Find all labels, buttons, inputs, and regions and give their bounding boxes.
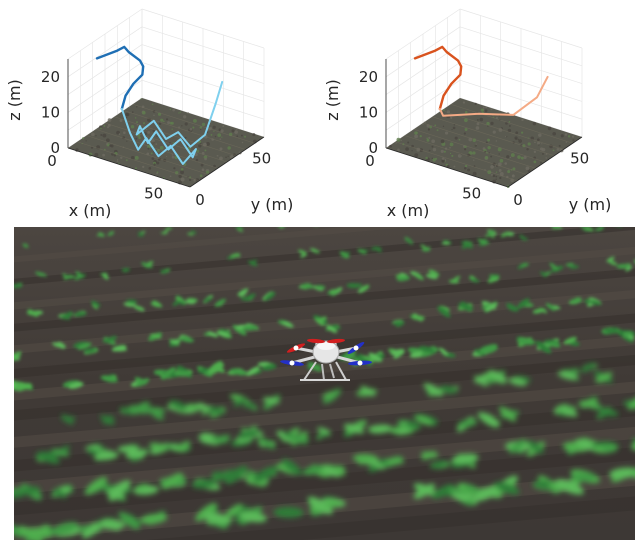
z-tick-label: 10 (41, 103, 60, 121)
ground-texture (389, 101, 575, 188)
trajectory-series-1 (413, 45, 463, 111)
z-tick-label: 0 (368, 139, 378, 157)
crop-rows-far (14, 227, 635, 392)
x-tick-label: 50 (462, 185, 481, 203)
plot-svg-1: 0 10 20 0 50 0 50 z (m) x (m) y (m) (5, 8, 294, 220)
z-axis-label: z (m) (323, 79, 342, 121)
z-tick-label: 0 (50, 139, 60, 157)
trajectory-plot-right: 0 10 20 0 50 0 50 z (m) x (m) y (m) (318, 0, 635, 225)
drone-camera-view (14, 227, 635, 540)
y-tick-label: 0 (513, 191, 523, 209)
x-tick-label: 0 (365, 152, 375, 170)
z-tick-label: 10 (359, 103, 378, 121)
y-axis-label: y (m) (251, 195, 294, 214)
crop-rows-near (14, 362, 635, 540)
plot-svg-2: 0 10 20 0 50 0 50 z (m) x (m) y (m) (323, 8, 612, 220)
z-axis-label: z (m) (5, 79, 24, 121)
trajectory-series-2 (120, 80, 224, 165)
ground-texture (75, 98, 257, 185)
drone-legs (300, 361, 350, 381)
y-tick-label: 50 (570, 149, 589, 167)
x-tick-label: 50 (144, 185, 163, 203)
x-axis-label: x (m) (69, 201, 112, 220)
axes-lines (67, 59, 265, 188)
z-tick-label: 20 (41, 68, 60, 86)
y-tick-label: 0 (195, 191, 205, 209)
z-tick-label: 20 (359, 68, 378, 86)
trajectory-series-1 (95, 45, 145, 111)
axes-lines (385, 59, 583, 188)
y-axis-label: y (m) (569, 195, 612, 214)
trajectory-series-2 (438, 75, 549, 117)
soil-furrows (14, 227, 635, 540)
x-tick-label: 0 (47, 152, 57, 170)
x-axis-label: x (m) (387, 201, 430, 220)
trajectory-plot-left: 0 10 20 0 50 0 50 z (m) x (m) y (m) (0, 0, 318, 225)
drone (280, 338, 372, 381)
y-tick-label: 50 (252, 149, 271, 167)
